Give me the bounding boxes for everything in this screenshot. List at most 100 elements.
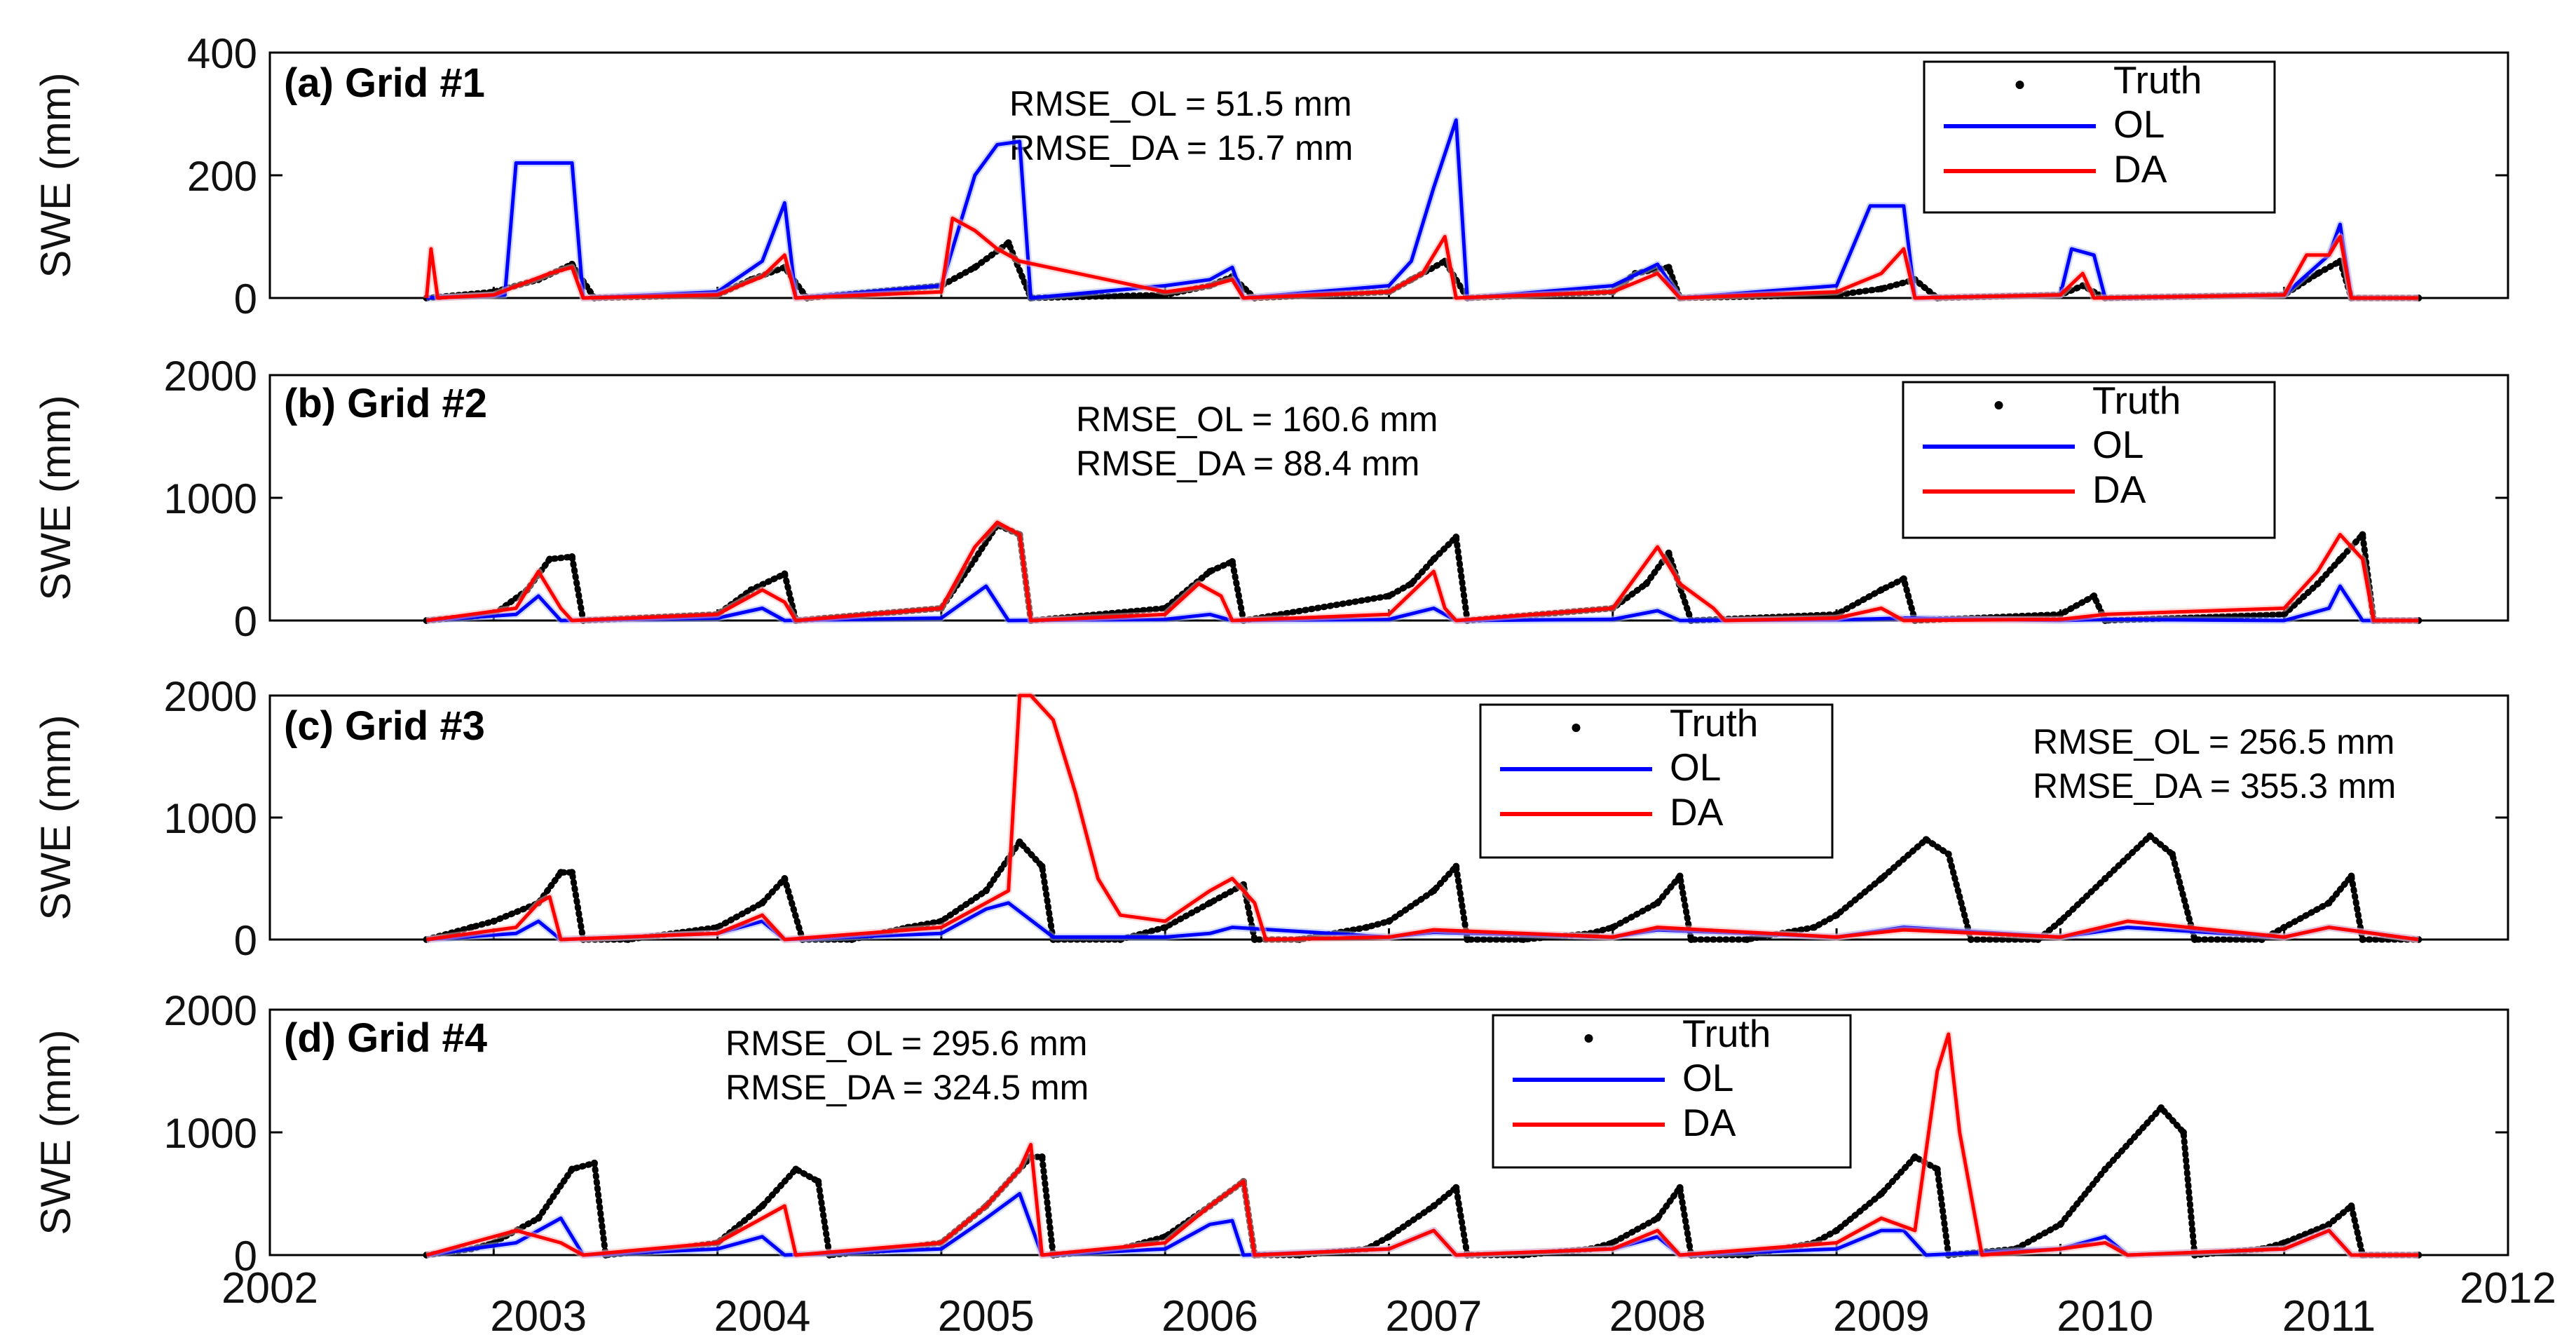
panel-1-legend-box [1923,60,2276,214]
panel-3-truth-point-2 [490,917,498,925]
panel-1-truth-point-33 [2314,270,2322,277]
panel-2-truth-point-33 [2090,592,2098,599]
panel-1-series-da [425,216,2419,300]
panel-4-legend-truth-label: Truth [1682,1012,1771,1055]
panel-4-truth-point-47 [2180,1129,2188,1136]
panel-4-series-da [425,1032,2419,1257]
panel-3-truth-point-25 [1363,923,1370,931]
panel-4-truth-point-10 [792,1165,800,1173]
panel-2-truth-point-21 [1430,555,1438,563]
panel-3-truth-point-37 [1811,923,1818,931]
panel-4-truth-point-11 [815,1178,822,1185]
year-label-2010: 2010 [2057,1292,2153,1341]
panel-2-title: (b) Grid #2 [284,381,487,426]
panel-4-truth-point-34 [1676,1184,1684,1191]
panel-4-ylabel: SWE (mm) [32,1029,79,1235]
panel-3-truth-point-44 [2057,917,2064,925]
year-label-2008: 2008 [1609,1292,1706,1341]
panel-3-truth-point-41 [1944,850,1952,858]
panel-3-truth-point-1 [468,923,475,931]
panel-1-rmse-ol: RMSE_OL = 51.5 mm [1009,84,1352,123]
panel-2-legend-truth-label: Truth [2092,379,2181,422]
year-label-2007: 2007 [1385,1292,1482,1341]
panel-2-series-ol [426,584,2419,623]
panel-2-truth-point-30 [1900,575,1907,583]
panel-2-legend-truth-marker [1994,401,2003,409]
panel-3-truth-point-15 [982,887,990,895]
panel-1-legend-da-label: DA [2113,147,2167,191]
panel-4-truth-point-17 [1038,1153,1046,1160]
panel-2-truth-point-37 [2336,555,2344,563]
panel-4-legend-da-label: DA [1682,1101,1736,1144]
panel-2-truth-point-35 [2280,611,2288,618]
panel-3-legend-ol-label: OL [1670,745,1721,789]
panel-2-truth-point-29 [1877,586,1885,594]
panel-1-truth-point-26 [1877,285,1885,292]
panel-4-truth-point-46 [2158,1104,2165,1111]
panel-3-truth-point-10 [781,875,789,882]
panel-2-legend-ol-label: OL [2092,423,2144,466]
panel-3-legend-da-label: DA [1670,790,1724,834]
panel-3-truth-point-40 [1922,836,1930,843]
panel-4-ytick-label-1: 1000 [164,1110,257,1157]
panel-2-legend-box [1902,381,2276,539]
panel-3-truth-point-46 [2146,832,2154,840]
panel-2-truth-point-26 [1665,549,1672,557]
panel-4-rmse-ol: RMSE_OL = 295.6 mm [725,1024,1087,1063]
panel-4-rmse-da: RMSE_DA = 324.5 mm [725,1068,1089,1107]
panel-2-truth-point-20 [1408,580,1415,588]
panel-4-truth-point-4 [568,1165,576,1173]
panel-3-legend-box [1479,703,1834,859]
panel-3-legend-truth-label: Truth [1670,701,1758,745]
panel-2-legend-da-label: DA [2092,468,2146,511]
panel-2-truth-point-36 [2314,580,2322,588]
year-label-2004: 2004 [714,1292,810,1341]
panel-3-truth-point-5 [568,869,576,876]
panel-1-ytick-label-0: 0 [234,276,257,323]
panel-3-truth-point-36 [1743,936,1751,943]
panel-4-axes-box [268,1008,2509,1256]
year-label-2011: 2011 [2282,1292,2376,1341]
xtick-label-2002: 2002 [222,1264,318,1313]
panel-4-legend-ol-label: OL [1682,1056,1733,1099]
panel-3-truth-point-38 [1833,911,1841,919]
panel-3-truth-point-53 [2359,936,2366,943]
panel-2-truth-point-4 [568,553,576,560]
panel-2-truth-point-3 [546,555,554,563]
panel-2-truth-point-11 [971,555,979,563]
panel-3-truth-point-16 [1016,838,1023,846]
panel-3-legend-truth-marker [1572,724,1581,732]
panel-2-ytick-label-1: 1000 [164,475,257,522]
panel-4-truth-point-40 [1911,1153,1919,1160]
panel-1-ylabel: SWE (mm) [32,72,79,278]
panel-1-truth-point-23 [1665,264,1672,271]
panel-3-truth-point-17 [1038,862,1046,870]
panel-4-legend-box [1492,1014,1852,1169]
panel-4-truth-point-28 [1452,1184,1460,1191]
panel-3-truth-point-45 [2101,875,2109,882]
panel-3-series-da [426,693,2419,942]
panel-4-truth-point-27 [1430,1202,1438,1209]
panel-3-truth-point-23 [1250,936,1258,943]
panel-3-truth-point-29 [1464,936,1471,943]
panel-2-truth-point-25 [1642,580,1650,588]
panel-3-truth-point-51 [2325,899,2333,907]
panel-4-title: (d) Grid #4 [284,1015,487,1061]
panel-4-truth-point-41 [1933,1165,1941,1173]
panel-3-truth-point-4 [557,869,565,876]
panel-2-truth-point-38 [2359,531,2366,538]
panel-3-truth-point-20 [1161,923,1169,931]
panel-4-ytick-label-2: 2000 [164,987,257,1034]
panel-3-truth-point-52 [2347,872,2355,880]
panel-4-truth-point-51 [2325,1221,2333,1228]
panel-1-legend-truth-marker [2015,81,2024,89]
year-label-2009: 2009 [1833,1292,1930,1341]
panel-4-truth-point-33 [1654,1214,1661,1222]
panel-3-truth-point-21 [1206,899,1214,907]
panel-4-truth-point-9 [758,1202,766,1209]
panel-3-rmse-da: RMSE_DA = 355.3 mm [2033,766,2396,806]
panel-3-ytick-label-2: 2000 [164,673,257,720]
panel-3-truth-point-42 [1967,936,1975,943]
panel-2-ytick-label-0: 0 [234,598,257,645]
panel-1-ytick-label-1: 200 [187,153,257,200]
